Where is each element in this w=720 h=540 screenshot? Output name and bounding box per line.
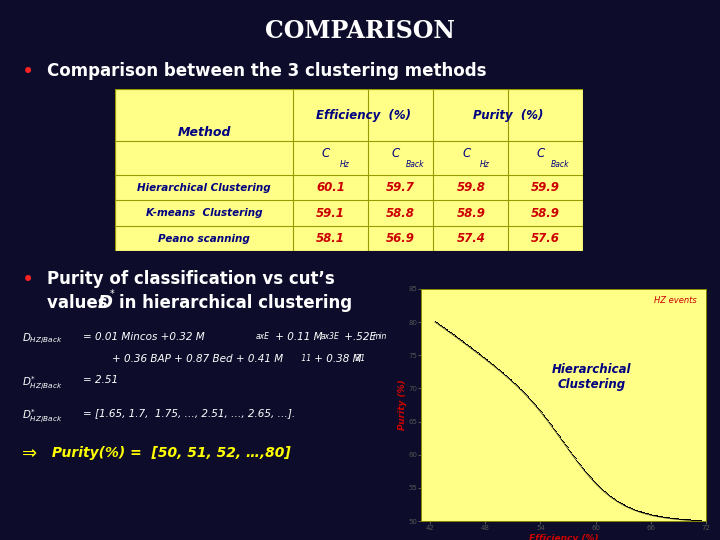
Text: 59.8: 59.8: [456, 181, 485, 194]
Text: Hierarchical
Clustering: Hierarchical Clustering: [552, 363, 631, 391]
Text: D: D: [97, 294, 112, 312]
Text: Peano scanning: Peano scanning: [158, 233, 250, 244]
Text: *: *: [110, 289, 115, 299]
Text: $D_{HZ/Back}^{*}$: $D_{HZ/Back}^{*}$: [22, 375, 63, 394]
Text: 56.9: 56.9: [386, 232, 415, 245]
Text: values: values: [47, 294, 113, 312]
X-axis label: Efficiency (%): Efficiency (%): [528, 534, 598, 540]
Text: 57.6: 57.6: [531, 232, 560, 245]
Text: $D_{HZ/Back}^{*}$: $D_{HZ/Back}^{*}$: [22, 408, 63, 426]
Text: Back: Back: [551, 160, 569, 169]
Text: + 0.38 M: + 0.38 M: [311, 354, 361, 364]
Text: 59.9: 59.9: [531, 181, 560, 194]
Text: K-means  Clustering: K-means Clustering: [146, 208, 262, 218]
Text: 60.1: 60.1: [316, 181, 345, 194]
Text: ⇒: ⇒: [22, 446, 37, 463]
Text: •: •: [22, 270, 34, 290]
Text: •: •: [22, 62, 34, 82]
Text: C: C: [537, 146, 545, 160]
Text: Purity(%) =  [50, 51, 52, …,80]: Purity(%) = [50, 51, 52, …,80]: [47, 446, 291, 460]
Y-axis label: Purity (%): Purity (%): [397, 380, 407, 430]
Text: in hierarchical clustering: in hierarchical clustering: [119, 294, 352, 312]
Text: C: C: [462, 146, 470, 160]
Text: 58.9: 58.9: [531, 206, 560, 220]
Text: $D_{HZ/Back}$: $D_{HZ/Back}$: [22, 332, 63, 347]
Text: C: C: [322, 146, 330, 160]
Text: + 0.11 M: + 0.11 M: [272, 332, 323, 342]
Text: Hz: Hz: [480, 160, 490, 169]
Text: = [1.65, 1.7,  1.75, …, 2.51, …, 2.65, …].: = [1.65, 1.7, 1.75, …, 2.51, …, 2.65, …]…: [83, 408, 295, 418]
Text: 31: 31: [353, 354, 365, 363]
Text: + 0.36 BAP + 0.87 Bed + 0.41 M: + 0.36 BAP + 0.87 Bed + 0.41 M: [112, 354, 283, 364]
Text: min: min: [373, 332, 387, 341]
Text: 59.7: 59.7: [386, 181, 415, 194]
Text: Method: Method: [177, 125, 231, 139]
Text: HZ events: HZ events: [654, 296, 697, 305]
Text: +.52E: +.52E: [341, 332, 377, 342]
Text: Purity of classification vs cut’s: Purity of classification vs cut’s: [47, 270, 335, 288]
Text: Purity  (%): Purity (%): [473, 109, 544, 122]
Text: Hierarchical Clustering: Hierarchical Clustering: [138, 183, 271, 193]
Text: ax3E: ax3E: [320, 332, 339, 341]
Text: 58.8: 58.8: [386, 206, 415, 220]
Text: 11: 11: [299, 354, 311, 363]
Text: Hz: Hz: [340, 160, 349, 169]
Text: 57.4: 57.4: [456, 232, 485, 245]
Text: Efficiency  (%): Efficiency (%): [316, 109, 410, 122]
Text: axE: axE: [256, 332, 269, 341]
Text: 59.1: 59.1: [316, 206, 345, 220]
Text: Comparison between the 3 clustering methods: Comparison between the 3 clustering meth…: [47, 62, 486, 80]
Text: = 0.01 Mincos +0.32 M: = 0.01 Mincos +0.32 M: [83, 332, 204, 342]
Text: 58.9: 58.9: [456, 206, 485, 220]
Text: C: C: [392, 146, 400, 160]
Text: 58.1: 58.1: [316, 232, 345, 245]
Text: Back: Back: [405, 160, 424, 169]
Text: = 2.51: = 2.51: [83, 375, 118, 386]
Text: COMPARISON: COMPARISON: [265, 19, 455, 43]
